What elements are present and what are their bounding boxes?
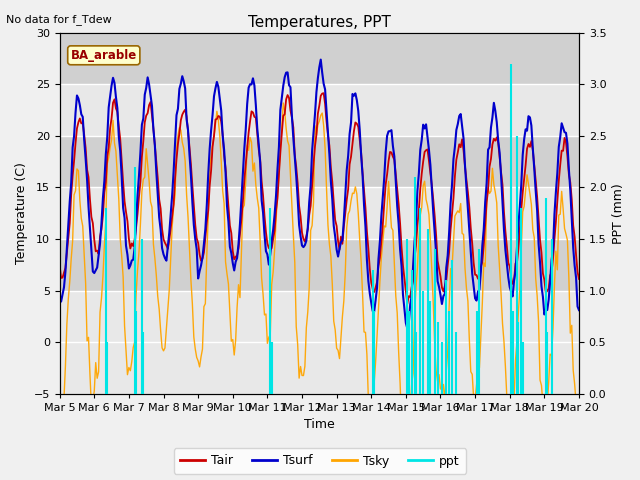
X-axis label: Time: Time	[304, 419, 335, 432]
Bar	[60, 136, 579, 187]
Y-axis label: Temperature (C): Temperature (C)	[15, 162, 28, 264]
Bar	[60, 33, 579, 84]
Y-axis label: PPT (mm): PPT (mm)	[612, 183, 625, 243]
Legend: Tair, Tsurf, Tsky, ppt: Tair, Tsurf, Tsky, ppt	[174, 448, 466, 474]
Title: Temperatures, PPT: Temperatures, PPT	[248, 15, 391, 30]
Bar	[60, 239, 579, 290]
Text: BA_arable: BA_arable	[70, 49, 137, 62]
Text: No data for f_Tdew: No data for f_Tdew	[6, 14, 112, 25]
